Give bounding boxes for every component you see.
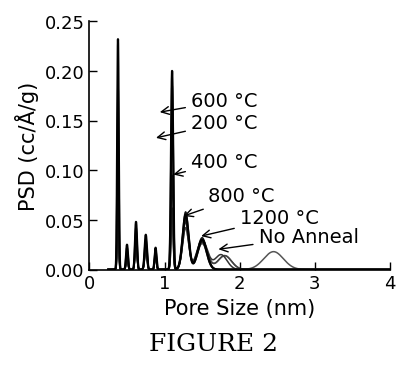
- Text: 200 °C: 200 °C: [157, 114, 257, 140]
- Text: FIGURE 2: FIGURE 2: [149, 332, 278, 355]
- Text: 800 °C: 800 °C: [185, 187, 274, 217]
- Text: No Anneal: No Anneal: [219, 228, 358, 252]
- Y-axis label: PSD (cc/Å/g): PSD (cc/Å/g): [15, 81, 39, 210]
- Text: 600 °C: 600 °C: [161, 92, 257, 115]
- Text: 400 °C: 400 °C: [175, 153, 257, 176]
- Text: 1200 °C: 1200 °C: [202, 209, 318, 238]
- X-axis label: Pore Size (nm): Pore Size (nm): [164, 298, 315, 318]
